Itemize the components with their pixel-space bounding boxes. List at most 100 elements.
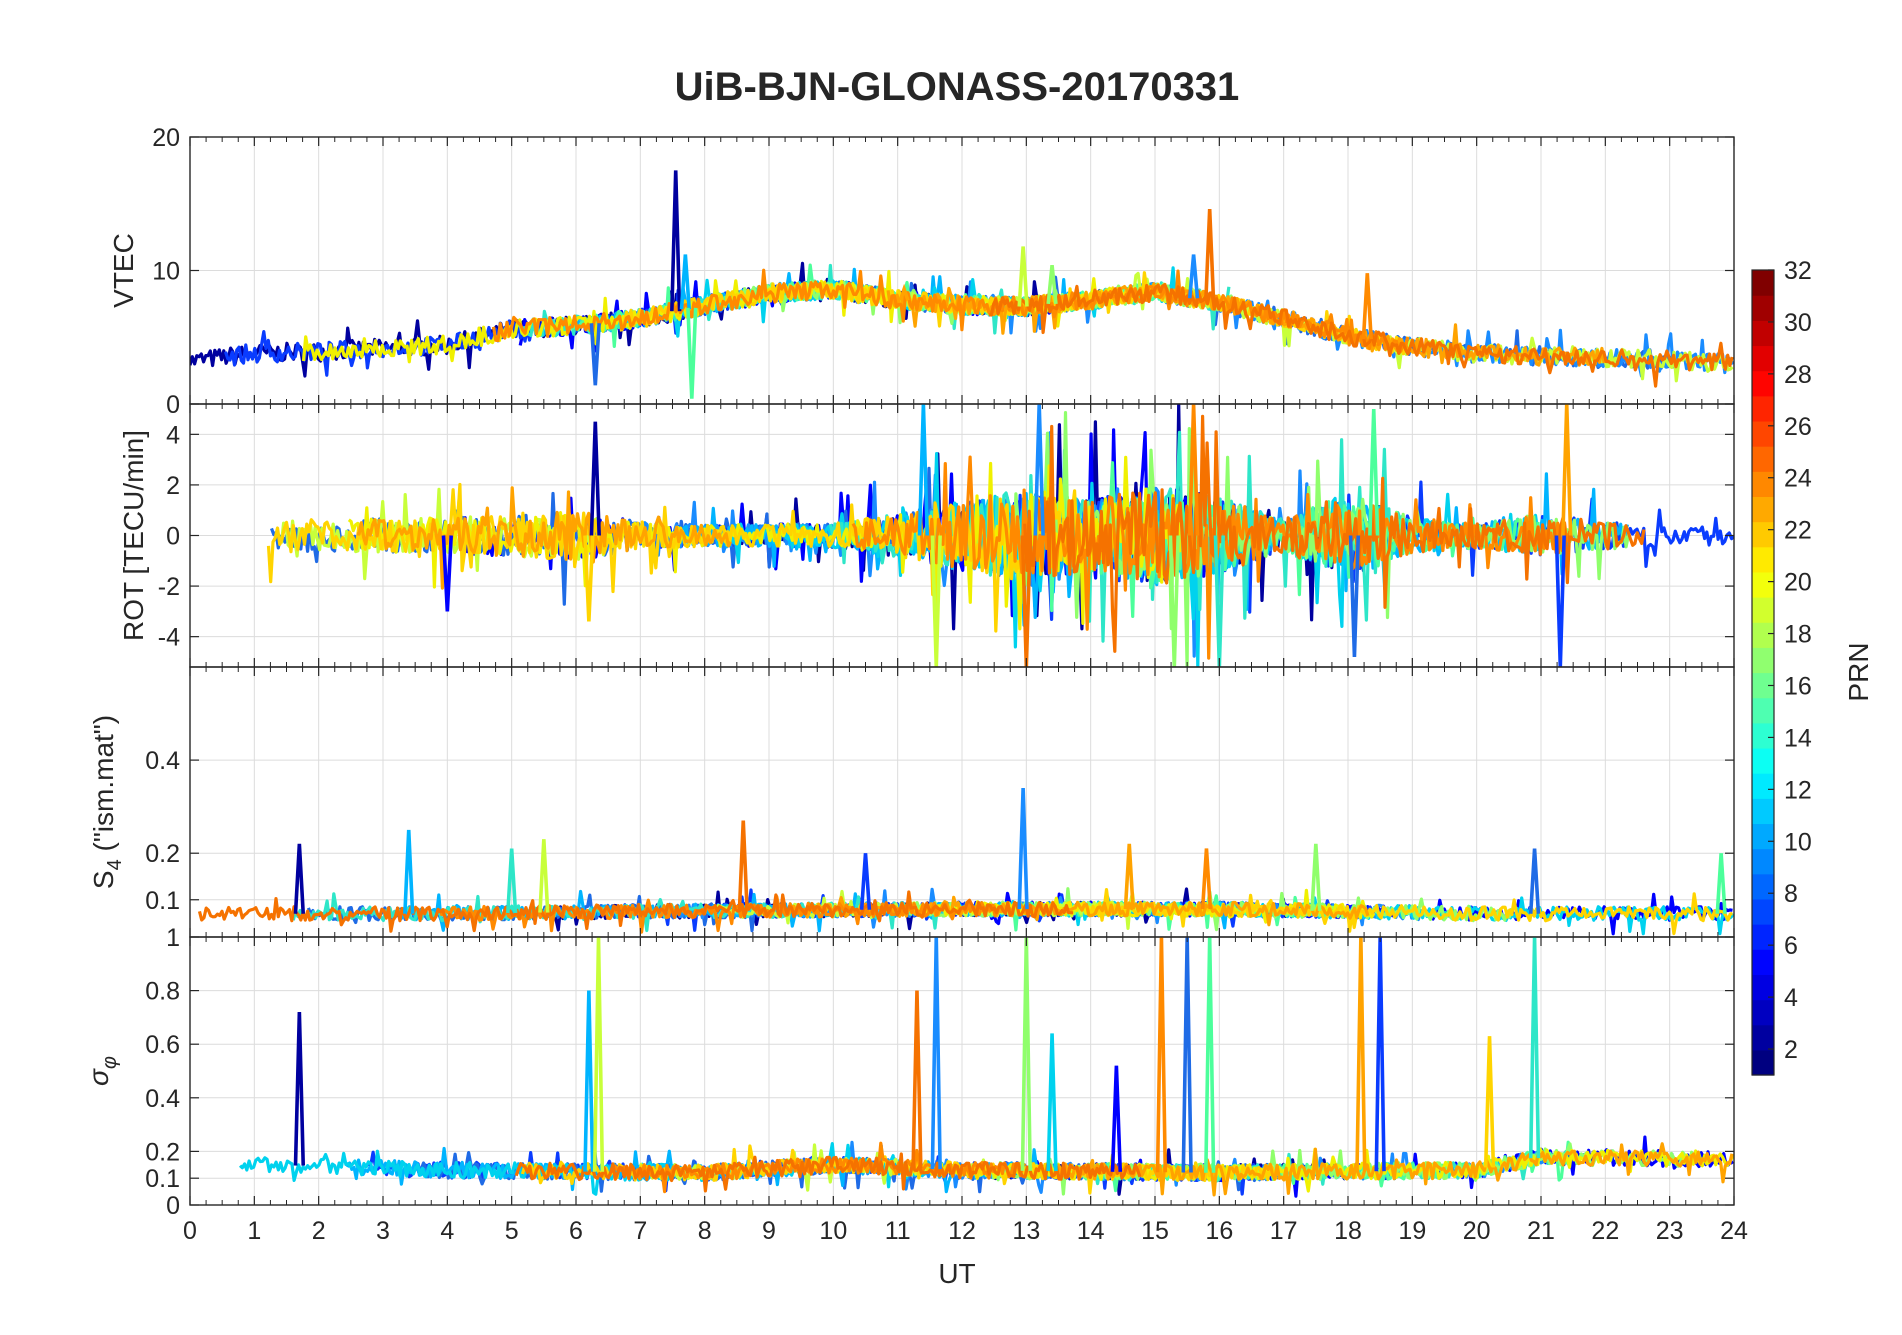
- colorbar-swatch: [1752, 471, 1774, 498]
- spike-line: [538, 839, 550, 913]
- series-line: [356, 486, 733, 590]
- spike-line: [1110, 1065, 1123, 1172]
- spike-line: [1017, 246, 1029, 307]
- spike-line: [1310, 843, 1322, 911]
- colorbar-tick-label: 2: [1784, 1036, 1798, 1064]
- spike-line: [679, 254, 692, 310]
- series-line: [1054, 1142, 1734, 1197]
- x-tick-label: 16: [1205, 1217, 1233, 1245]
- colorbar-swatch: [1752, 873, 1774, 900]
- colorbar-tick-label: 18: [1784, 621, 1812, 649]
- series-line: [1023, 414, 1646, 653]
- colorbar-swatch: [1752, 722, 1774, 749]
- colorbar-swatch: [1752, 546, 1774, 573]
- x-tick-label: 17: [1270, 1217, 1298, 1245]
- spike-line: [589, 421, 601, 536]
- colorbar-swatch: [1752, 747, 1774, 774]
- y-axis-label-rot: ROT [TECU/min]: [118, 430, 149, 641]
- colorbar-swatch: [1752, 622, 1774, 648]
- spike-line: [1200, 848, 1213, 910]
- series-group: [197, 787, 1734, 936]
- x-tick-label: 8: [698, 1217, 712, 1245]
- spike-line: [1528, 937, 1541, 1159]
- x-tick-label: 23: [1656, 1217, 1684, 1245]
- spike-line: [506, 848, 518, 914]
- y-tick-label: 0.4: [145, 1085, 180, 1113]
- colorbar-swatch: [1752, 823, 1774, 850]
- colorbar-swatch: [1752, 496, 1774, 523]
- y-tick-label: 4: [166, 421, 180, 449]
- colorbar-swatch: [1752, 345, 1774, 372]
- y-axis-label-sub: 4: [104, 859, 126, 870]
- x-tick-label: 9: [762, 1217, 776, 1245]
- x-tick-label: 3: [376, 1217, 390, 1245]
- spike-line: [1204, 937, 1216, 1173]
- colorbar-swatch: [1752, 924, 1774, 950]
- colorbar-frame: [1751, 269, 1775, 1076]
- grid: [189, 667, 1735, 937]
- x-tick-label: 0: [183, 1217, 197, 1245]
- spike-line: [1046, 1033, 1058, 1172]
- x-tick-label: 10: [819, 1217, 847, 1245]
- chart-title: UiB-BJN-GLONASS-20170331: [675, 65, 1240, 109]
- colorbar-label: PRN: [1843, 642, 1874, 701]
- y-tick-label: 0.4: [145, 747, 180, 775]
- series-line: [301, 269, 1152, 364]
- spike-line: [592, 937, 605, 1172]
- colorbar-tick-label: 4: [1784, 984, 1798, 1012]
- y-tick-label: 2: [166, 472, 180, 500]
- colorbar-swatch: [1752, 697, 1774, 724]
- spike-line: [859, 853, 872, 910]
- y-axis-label-sigma: σφ: [83, 1056, 121, 1086]
- colorbar-tick-label: 12: [1784, 776, 1812, 804]
- x-axis-label: UT: [938, 1258, 975, 1289]
- colorbar-tick-label: 28: [1784, 361, 1812, 389]
- colorbar-tick-label: 6: [1784, 932, 1798, 960]
- y-tick-label: 0.2: [145, 1138, 180, 1166]
- x-tick-label: 22: [1591, 1217, 1619, 1245]
- spike-line: [1033, 404, 1045, 536]
- x-tick-label: 6: [569, 1217, 583, 1245]
- spike-line: [1046, 264, 1058, 305]
- spike-line: [1123, 843, 1135, 910]
- spike-line: [293, 843, 306, 914]
- spike-line: [1204, 209, 1216, 302]
- colorbar-swatch: [1752, 446, 1774, 472]
- series-group: [190, 170, 1734, 399]
- colorbar-tick-label: 16: [1784, 672, 1812, 700]
- series-line: [197, 890, 1074, 933]
- y-tick-label: -4: [158, 624, 180, 652]
- y-axis-label-vtec: VTEC: [108, 233, 139, 308]
- y-axis-label-main: σ: [83, 1068, 114, 1086]
- series-line: [514, 1152, 1142, 1193]
- series-group: [238, 937, 1734, 1198]
- x-tick-label: 20: [1463, 1217, 1491, 1245]
- y-tick-label: 0.1: [145, 887, 180, 915]
- colorbar-swatch: [1752, 295, 1774, 321]
- spike-line: [1715, 853, 1727, 914]
- colorbar-swatch: [1752, 949, 1774, 975]
- y-axis-label-rest: ("ism.mat"): [88, 715, 119, 859]
- spike-line: [1368, 409, 1380, 536]
- spike-line: [930, 937, 942, 1170]
- y-tick-label: 1: [166, 924, 180, 952]
- spike-line: [1483, 1036, 1496, 1168]
- series-line: [939, 1147, 1734, 1193]
- series-line: [1080, 888, 1733, 936]
- spike-line: [403, 829, 415, 914]
- series-group: [266, 404, 1734, 667]
- y-axis-label-sub: φ: [99, 1056, 121, 1069]
- x-tick-label: 5: [505, 1217, 519, 1245]
- spike-line: [1213, 535, 1225, 667]
- spike-line: [686, 307, 698, 399]
- x-tick-label: 21: [1527, 1217, 1555, 1245]
- x-tick-label: 12: [948, 1217, 976, 1245]
- y-tick-label: 20: [152, 124, 180, 152]
- colorbar-swatch: [1752, 898, 1774, 925]
- x-tick-label: 15: [1141, 1217, 1169, 1245]
- colorbar-tick-label: 32: [1784, 257, 1812, 285]
